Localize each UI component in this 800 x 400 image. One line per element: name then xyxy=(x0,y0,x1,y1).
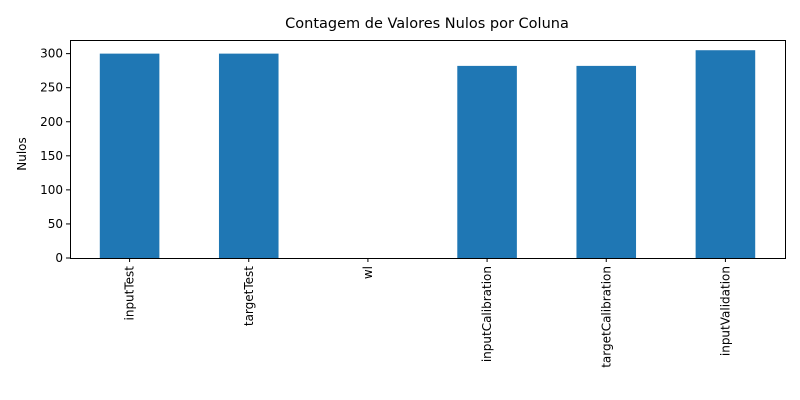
y-axis-label: Nulos xyxy=(15,137,29,171)
x-ticks-group: inputTest targetTest wl inputCalibration tar… xyxy=(123,258,732,368)
y-tick-label: 100 xyxy=(40,183,63,197)
x-tick-label: inputCalibration xyxy=(480,266,494,362)
bar-inputTest xyxy=(99,53,160,258)
y-tick-label: 200 xyxy=(40,115,63,129)
x-tick-label: inputValidation xyxy=(718,266,732,356)
bar-targetTest xyxy=(218,53,279,258)
bar-targetCalibration xyxy=(576,65,637,258)
x-tick-label: inputTest xyxy=(123,266,137,321)
x-tick-label: wl xyxy=(361,266,375,279)
bars-group xyxy=(99,50,756,258)
y-tick-label: 50 xyxy=(48,217,63,231)
y-tick-label: 250 xyxy=(40,81,63,95)
chart-title: Contagem de Valores Nulos por Coluna xyxy=(285,16,569,32)
x-tick-label: targetCalibration xyxy=(599,266,613,368)
y-tick-label: 0 xyxy=(55,251,63,265)
y-ticks-group: 0 50 100 150 200 250 300 xyxy=(40,47,70,265)
y-tick-label: 300 xyxy=(40,47,63,61)
bar-inputValidation xyxy=(695,50,756,258)
plot-frame xyxy=(70,40,786,259)
bar-inputCalibration xyxy=(457,65,517,258)
y-tick-label: 150 xyxy=(40,149,63,163)
x-tick-label: targetTest xyxy=(242,266,256,326)
